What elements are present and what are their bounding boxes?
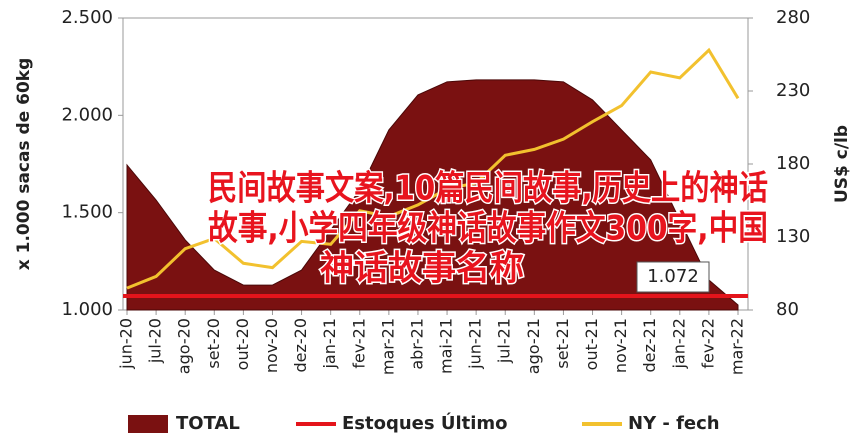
y2-axis-title: US$ c/lb (832, 125, 852, 203)
total-area (126, 79, 739, 311)
y-tick-label: 2.000 (61, 104, 113, 125)
legend-label: Estoques Último (342, 412, 508, 434)
y2-tick-label: 280 (776, 7, 810, 28)
x-tick-label: mai-21 (437, 318, 456, 374)
y-tick-label: 1.000 (61, 299, 113, 320)
x-tick-label: fev-22 (698, 318, 717, 369)
x-tick-label: set-21 (553, 318, 572, 369)
ny-line (126, 47, 740, 290)
overlay-text: 故事,小学四年级神话故事作文300字,中国 (208, 209, 768, 249)
legend-label: NY - fech (628, 413, 720, 434)
y2-tick-label: 130 (776, 226, 810, 247)
x-tick-label: nov-21 (611, 318, 630, 373)
x-tick-label: abr-21 (407, 318, 426, 370)
x-tick-label: out-21 (582, 318, 601, 370)
x-tick-label: ago-20 (175, 318, 194, 374)
legend-label: TOTAL (176, 413, 240, 434)
overlay-text: 神话故事名称 (320, 249, 524, 289)
reference-label-box (636, 261, 710, 293)
y2-tick-label: 180 (776, 153, 810, 174)
reference-label: 1.072 (647, 266, 699, 287)
x-tick-label: nov-20 (262, 318, 281, 373)
y2-tick-label: 230 (776, 80, 810, 101)
x-tick-label: jan-22 (669, 318, 688, 370)
x-tick-label: out-20 (233, 318, 252, 370)
legend-swatch (128, 415, 168, 433)
x-tick-label: mar-22 (728, 318, 747, 375)
x-tick-label: jul-20 (146, 318, 165, 364)
x-tick-label: ago-21 (524, 318, 543, 374)
x-tick-label: jun-21 (466, 318, 485, 370)
x-tick-label: dez-20 (291, 318, 310, 373)
y-axis-title: x 1.000 sacas de 60kg (14, 58, 34, 271)
y-tick-label: 1.500 (61, 202, 113, 223)
overlay-text: 民间故事文案,10篇民间故事,历史上的神话 (208, 169, 768, 209)
x-tick-label: jun-20 (117, 318, 136, 370)
x-tick-label: set-20 (204, 318, 223, 369)
y-tick-label: 2.500 (61, 7, 113, 28)
x-tick-label: fev-21 (349, 318, 368, 369)
x-tick-label: dez-21 (640, 318, 659, 373)
x-tick-label: jan-21 (320, 318, 339, 370)
x-tick-label: jul-21 (495, 318, 514, 364)
x-tick-label: mar-21 (378, 318, 397, 375)
y2-tick-label: 80 (776, 299, 799, 320)
